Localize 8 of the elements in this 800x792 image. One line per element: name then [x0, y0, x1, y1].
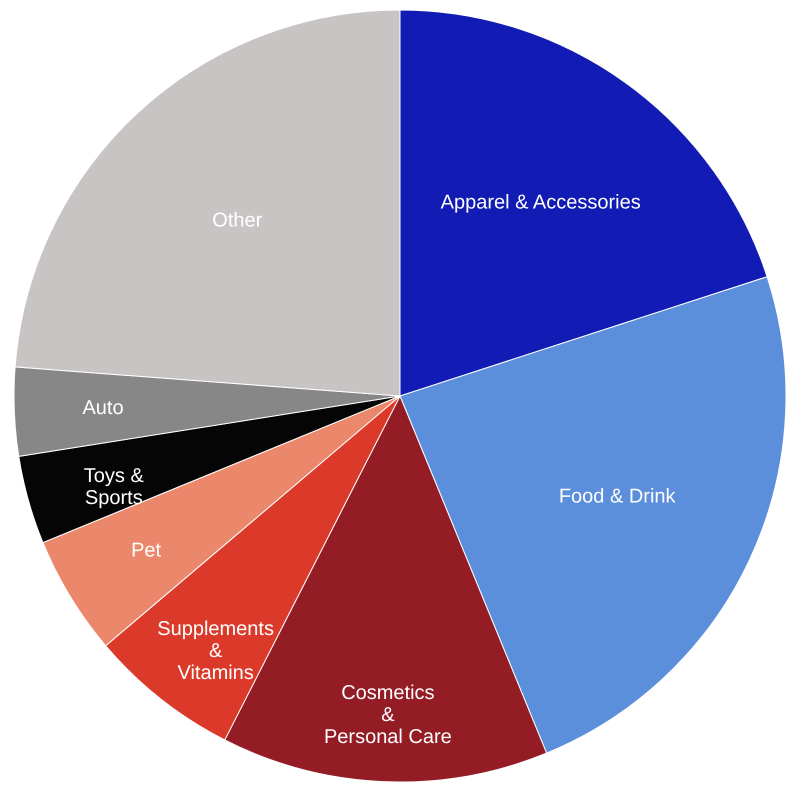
slice-label: Pet: [131, 540, 162, 562]
slice-label: Toys & Sports: [84, 465, 144, 510]
slice-label: Cosmetics & Personal Care: [324, 682, 452, 748]
slice-label: Food & Drink: [558, 486, 677, 508]
slice-label: Apparel & Accessories: [440, 191, 641, 214]
slice-label: Auto: [82, 397, 124, 420]
slice-label: Supplements & Vitamins: [157, 618, 274, 684]
slice-label: Other: [212, 210, 263, 232]
